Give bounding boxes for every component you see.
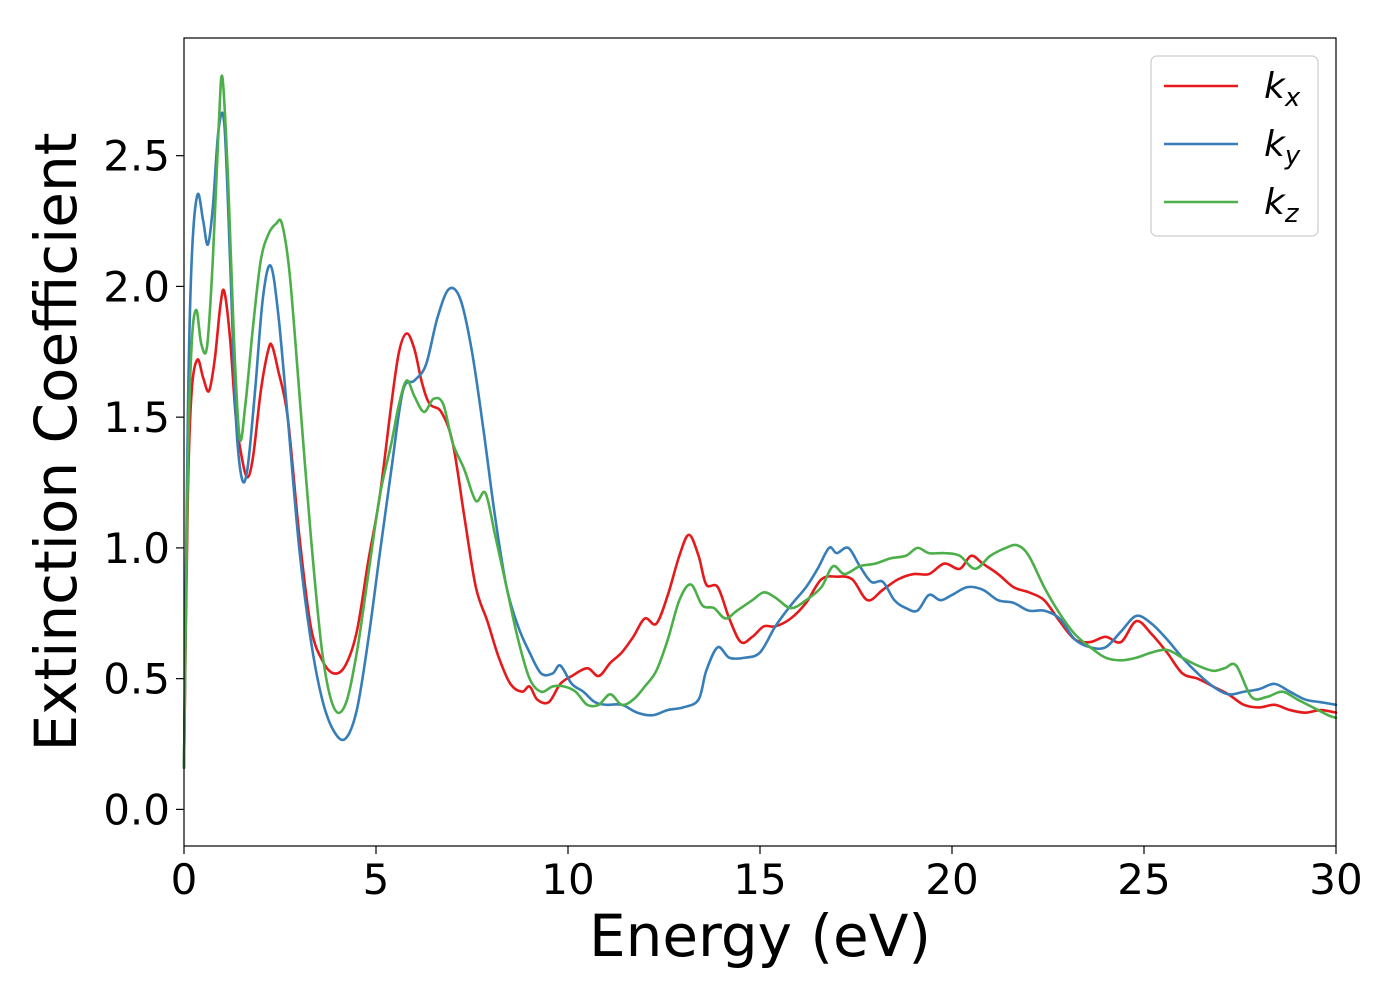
x-axis-label: Energy (eV) [589, 902, 931, 970]
series-line-kz [182, 74, 1338, 769]
y-tick-label: 0.0 [103, 785, 170, 834]
series-layer [182, 74, 1338, 769]
y-tick-label: 1.5 [103, 393, 170, 442]
x-tick-label: 30 [1309, 855, 1362, 904]
legend-label-ky: ky [1264, 124, 1301, 171]
legend-label-kx: kx [1264, 66, 1301, 113]
x-tick-label: 0 [171, 855, 198, 904]
y-tick-label: 0.5 [103, 655, 170, 704]
legend-box [1150, 55, 1319, 237]
y-axis-label: Extinction Coefficient [22, 133, 90, 752]
legend-entries: kx ky kz [1164, 66, 1301, 229]
x-tick-label: 20 [925, 855, 978, 904]
x-tick-label: 10 [541, 855, 594, 904]
y-tick-label: 2.0 [103, 262, 170, 311]
x-tick-label: 5 [363, 855, 390, 904]
x-axis-ticks: 0 5 10 15 20 25 30 [171, 846, 1363, 904]
x-tick-label: 15 [733, 855, 786, 904]
y-tick-label: 2.5 [103, 132, 170, 181]
y-axis-ticks: 0.0 0.5 1.0 1.5 2.0 2.5 [103, 132, 184, 834]
legend-label-kz: kz [1264, 182, 1300, 229]
series-line-kx [182, 288, 1338, 769]
y-tick-label: 1.0 [103, 524, 170, 573]
legend: kx ky kz [1150, 55, 1319, 237]
x-tick-label: 25 [1117, 855, 1170, 904]
